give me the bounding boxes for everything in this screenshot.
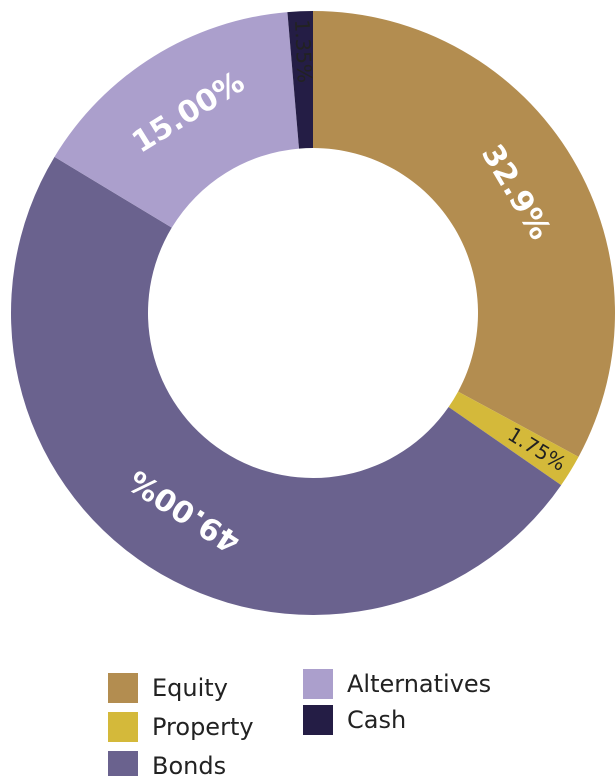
legend-label: Bonds [152,752,226,776]
legend-label: Property [152,713,254,741]
slice-label: 1.35% [290,19,317,84]
legend-swatch [303,705,333,735]
legend-label: Alternatives [347,670,491,698]
slice [313,11,615,457]
legend-swatch [108,712,138,742]
legend-label: Equity [152,674,228,702]
slice [287,11,313,149]
legend-swatch [108,673,138,703]
slice [54,12,300,228]
slice [11,156,562,615]
slice [448,391,579,486]
legend-label: Cash [347,706,406,734]
legend-swatch [303,669,333,699]
legend-swatch [108,751,138,776]
